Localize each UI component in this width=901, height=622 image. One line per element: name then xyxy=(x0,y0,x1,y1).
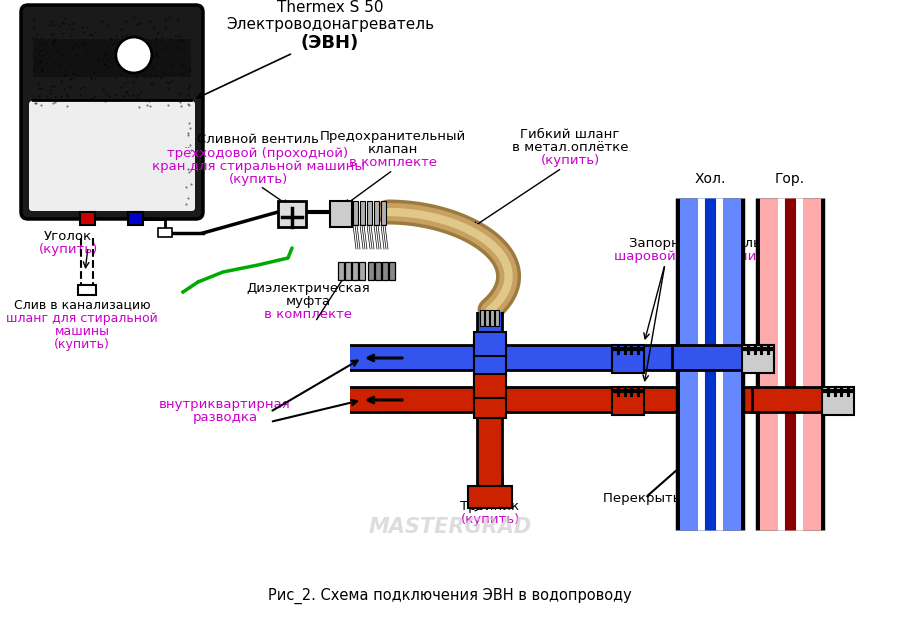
Bar xyxy=(474,332,506,356)
Text: (ЭВН): (ЭВН) xyxy=(301,34,359,52)
Bar xyxy=(368,262,374,280)
Bar xyxy=(612,387,644,415)
Text: Перекрыть Х: Перекрыть Х xyxy=(603,492,694,505)
Bar xyxy=(158,228,172,237)
Bar xyxy=(474,340,506,376)
Text: Хол.: Хол. xyxy=(695,172,725,186)
Bar xyxy=(78,285,96,295)
Bar xyxy=(468,486,512,508)
Text: Диэлектрическая: Диэлектрическая xyxy=(246,282,370,295)
Bar xyxy=(389,262,395,280)
Bar xyxy=(128,212,143,225)
Bar xyxy=(382,262,388,280)
Bar xyxy=(374,201,379,225)
Bar xyxy=(375,262,381,280)
Text: клапан: клапан xyxy=(368,143,418,156)
Bar xyxy=(474,382,506,418)
Text: Предохранительный: Предохранительный xyxy=(320,130,466,143)
Text: муфта: муфта xyxy=(286,295,331,308)
Text: в комплекте: в комплекте xyxy=(349,156,437,169)
Bar xyxy=(330,201,352,227)
Text: Тройник: Тройник xyxy=(460,500,520,513)
Bar xyxy=(742,345,774,373)
Bar xyxy=(338,262,344,280)
Bar xyxy=(80,212,95,225)
Bar xyxy=(353,201,358,225)
Bar xyxy=(485,310,489,326)
Text: шланг для стиральной: шланг для стиральной xyxy=(6,312,158,325)
Bar xyxy=(612,345,644,373)
Text: машины: машины xyxy=(54,325,110,338)
Text: (купить): (купить) xyxy=(228,173,287,186)
Text: Уголок: Уголок xyxy=(44,230,92,243)
Bar xyxy=(490,310,494,326)
Bar xyxy=(474,374,506,398)
Text: Thermex S 50: Thermex S 50 xyxy=(277,0,383,15)
Text: (купить): (купить) xyxy=(541,154,600,167)
Text: трёхходовой (проходной): трёхходовой (проходной) xyxy=(168,147,349,160)
Text: Рис_2. Схема подключения ЭВН в водопроводу: Рис_2. Схема подключения ЭВН в водопрово… xyxy=(268,588,632,604)
Text: Сливной вентиль: Сливной вентиль xyxy=(197,133,319,146)
Text: в метал.оплётке: в метал.оплётке xyxy=(512,141,628,154)
Text: Слив в канализацию: Слив в канализацию xyxy=(14,298,150,311)
Bar xyxy=(480,310,484,326)
Text: Гибкий шланг: Гибкий шланг xyxy=(520,128,620,141)
Text: Электроводонагреватель: Электроводонагреватель xyxy=(226,17,434,32)
Bar xyxy=(495,310,499,326)
Text: внутриквартирная: внутриквартирная xyxy=(159,398,291,411)
Bar xyxy=(822,387,854,415)
Text: шаровой кран (купить): шаровой кран (купить) xyxy=(614,250,777,263)
Text: (купить): (купить) xyxy=(54,338,110,351)
Text: разводка: разводка xyxy=(193,411,258,424)
FancyBboxPatch shape xyxy=(21,5,203,219)
Text: (купить): (купить) xyxy=(39,243,97,256)
Bar xyxy=(381,201,386,225)
Text: Запорный вентиль: Запорный вентиль xyxy=(629,237,761,250)
Text: Гор.: Гор. xyxy=(775,172,805,186)
Text: в комплекте: в комплекте xyxy=(264,308,352,321)
Bar xyxy=(360,201,365,225)
Bar xyxy=(367,201,372,225)
Text: кран для стиральной машины: кран для стиральной машины xyxy=(151,160,364,173)
Bar xyxy=(352,262,358,280)
Bar xyxy=(278,201,306,227)
Text: (купить): (купить) xyxy=(460,513,520,526)
Bar xyxy=(359,262,365,280)
Bar xyxy=(33,39,191,77)
Circle shape xyxy=(116,37,152,73)
FancyBboxPatch shape xyxy=(29,101,195,211)
Bar xyxy=(345,262,351,280)
Text: MASTERGRAD: MASTERGRAD xyxy=(369,517,532,537)
